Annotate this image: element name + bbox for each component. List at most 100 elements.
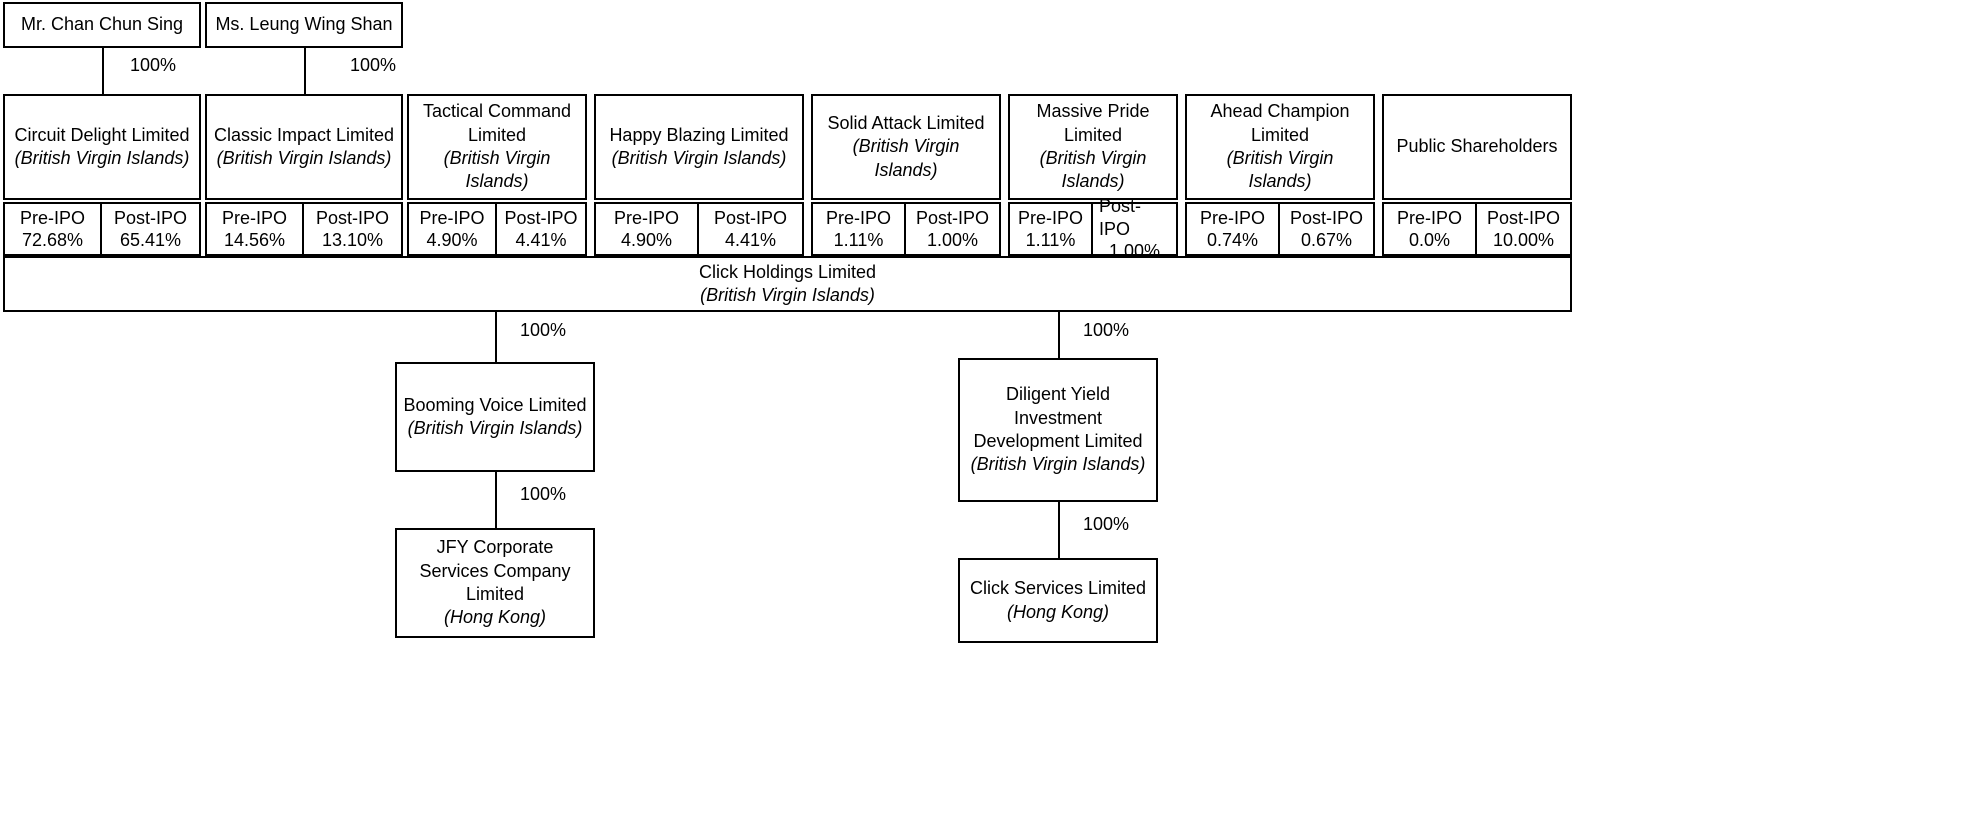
shareholder-name: Solid Attack Limited (827, 112, 984, 135)
post-ipo-label: Post-IPO (1290, 207, 1363, 230)
subsidiary-name: Diligent Yield Investment Development Li… (966, 383, 1150, 453)
ownership-pct: 100% (520, 320, 566, 341)
subsidiary-name: Click Services Limited (970, 577, 1146, 600)
post-ipo-value: 4.41% (725, 229, 776, 252)
post-ipo-cell: Post-IPO10.00% (1477, 202, 1572, 256)
subsidiary-box: Click Services Limited(Hong Kong) (958, 558, 1158, 643)
post-ipo-label: Post-IPO (316, 207, 389, 230)
shareholder-box: Solid Attack Limited(British Virgin Isla… (811, 94, 1001, 200)
pre-ipo-label: Pre-IPO (1200, 207, 1265, 230)
shareholder-jurisdiction: (British Virgin Islands) (217, 147, 392, 170)
ipo-pair: Pre-IPO4.90%Post-IPO4.41% (407, 202, 587, 256)
post-ipo-label: Post-IPO (714, 207, 787, 230)
pre-ipo-cell: Pre-IPO14.56% (205, 202, 304, 256)
post-ipo-cell: Post-IPO0.67% (1280, 202, 1375, 256)
connector-line (495, 312, 497, 362)
post-ipo-value: 4.41% (515, 229, 566, 252)
pre-ipo-value: 0.0% (1409, 229, 1450, 252)
shareholder-name: Ahead Champion Limited (1193, 100, 1367, 147)
post-ipo-cell: Post-IPO65.41% (102, 202, 201, 256)
post-ipo-cell: Post-IPO4.41% (497, 202, 587, 256)
ipo-pair: Pre-IPO0.74%Post-IPO0.67% (1185, 202, 1375, 256)
shareholder-name: Happy Blazing Limited (609, 124, 788, 147)
post-ipo-cell: Post-IPO13.10% (304, 202, 403, 256)
post-ipo-value: 0.67% (1301, 229, 1352, 252)
pre-ipo-cell: Pre-IPO72.68% (3, 202, 102, 256)
shareholder-box: Tactical Command Limited(British Virgin … (407, 94, 587, 200)
pre-ipo-label: Pre-IPO (419, 207, 484, 230)
shareholder-name: Classic Impact Limited (214, 124, 394, 147)
subsidiary-name: JFY Corporate Services Company Limited (403, 536, 587, 606)
owner-box: Ms. Leung Wing Shan (205, 2, 403, 48)
owner-name: Ms. Leung Wing Shan (215, 13, 392, 36)
pre-ipo-cell: Pre-IPO1.11% (811, 202, 906, 256)
shareholder-name: Circuit Delight Limited (14, 124, 189, 147)
post-ipo-label: Post-IPO (114, 207, 187, 230)
shareholder-box: Classic Impact Limited(British Virgin Is… (205, 94, 403, 200)
shareholder-jurisdiction: (British Virgin Islands) (415, 147, 579, 194)
post-ipo-value: 1.00% (927, 229, 978, 252)
post-ipo-cell: Post-IPO1.00% (906, 202, 1001, 256)
subsidiary-name: Booming Voice Limited (403, 394, 586, 417)
shareholder-jurisdiction: (British Virgin Islands) (1193, 147, 1367, 194)
ownership-pct: 100% (1083, 514, 1129, 535)
owner-box: Mr. Chan Chun Sing (3, 2, 201, 48)
ipo-pair: Pre-IPO1.11% Post-IPO1.00% (1008, 202, 1178, 256)
connector-line (304, 48, 306, 94)
pre-ipo-label: Pre-IPO (614, 207, 679, 230)
post-ipo-value: 65.41% (120, 229, 181, 252)
post-ipo-label: Post-IPO (1487, 207, 1560, 230)
ipo-pair: Pre-IPO14.56%Post-IPO13.10% (205, 202, 403, 256)
pre-ipo-value: 14.56% (224, 229, 285, 252)
holding-name: Click Holdings Limited (699, 261, 876, 284)
shareholder-box: Ahead Champion Limited(British Virgin Is… (1185, 94, 1375, 200)
subsidiary-box: Diligent Yield Investment Development Li… (958, 358, 1158, 502)
shareholder-name: Tactical Command Limited (415, 100, 579, 147)
ipo-pair: Pre-IPO0.0%Post-IPO10.00% (1382, 202, 1572, 256)
pre-ipo-value: 4.90% (426, 229, 477, 252)
shareholder-jurisdiction: (British Virgin Islands) (612, 147, 787, 170)
post-ipo-cell: Post-IPO4.41% (699, 202, 804, 256)
pre-ipo-value: 72.68% (22, 229, 83, 252)
pre-ipo-value: 4.90% (621, 229, 672, 252)
shareholder-box: Massive Pride Limited(British Virgin Isl… (1008, 94, 1178, 200)
holding-box: Click Holdings Limited(British Virgin Is… (3, 256, 1572, 312)
ownership-pct: 100% (350, 55, 396, 76)
subsidiary-box: JFY Corporate Services Company Limited(H… (395, 528, 595, 638)
connector-line (495, 472, 497, 528)
shareholder-name: Public Shareholders (1396, 135, 1557, 158)
pre-ipo-label: Pre-IPO (20, 207, 85, 230)
shareholder-box: Circuit Delight Limited(British Virgin I… (3, 94, 201, 200)
pre-ipo-label: Pre-IPO (222, 207, 287, 230)
ipo-pair: Pre-IPO72.68%Post-IPO65.41% (3, 202, 201, 256)
pre-ipo-value: 0.74% (1207, 229, 1258, 252)
pre-ipo-label: Pre-IPO (1397, 207, 1462, 230)
shareholder-jurisdiction: (British Virgin Islands) (819, 135, 993, 182)
pre-ipo-label: Pre-IPO (1018, 207, 1083, 230)
post-ipo-label: Post-IPO (1099, 195, 1170, 240)
post-ipo-value: 13.10% (322, 229, 383, 252)
connector-line (1058, 502, 1060, 558)
pre-ipo-cell: Pre-IPO0.74% (1185, 202, 1280, 256)
subsidiary-jurisdiction: (British Virgin Islands) (971, 453, 1146, 476)
ownership-pct: 100% (130, 55, 176, 76)
post-ipo-label: Post-IPO (504, 207, 577, 230)
connector-line (102, 48, 104, 94)
subsidiary-box: Booming Voice Limited(British Virgin Isl… (395, 362, 595, 472)
pre-ipo-cell: Pre-IPO4.90% (407, 202, 497, 256)
connector-line (1058, 312, 1060, 358)
pre-ipo-cell: Pre-IPO0.0% (1382, 202, 1477, 256)
ownership-pct: 100% (520, 484, 566, 505)
shareholder-jurisdiction: (British Virgin Islands) (15, 147, 190, 170)
post-ipo-value: 10.00% (1493, 229, 1554, 252)
owner-name: Mr. Chan Chun Sing (21, 13, 183, 36)
pre-ipo-value: 1.11% (834, 229, 884, 252)
post-ipo-label: Post-IPO (916, 207, 989, 230)
ipo-pair: Pre-IPO1.11%Post-IPO1.00% (811, 202, 1001, 256)
subsidiary-jurisdiction: (Hong Kong) (444, 606, 546, 629)
post-ipo-cell: Post-IPO1.00% (1093, 202, 1178, 256)
ownership-pct: 100% (1083, 320, 1129, 341)
pre-ipo-value: 1.11% (1026, 229, 1076, 252)
shareholder-box: Public Shareholders (1382, 94, 1572, 200)
shareholder-box: Happy Blazing Limited(British Virgin Isl… (594, 94, 804, 200)
